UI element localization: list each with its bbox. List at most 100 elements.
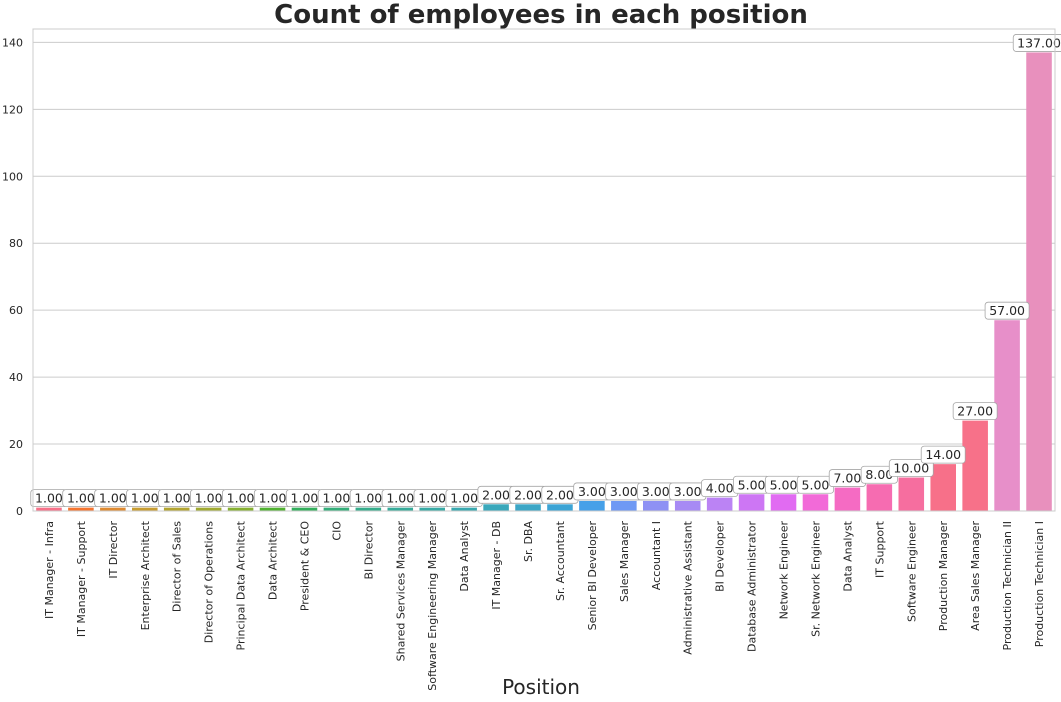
data-labels: 1.00 1.00 1.00 1.00 1.00 1.00 1.00 1.00 1.00 1.00… (30, 34, 1061, 508)
bar (866, 484, 893, 511)
y-tick-label: 100 (2, 170, 23, 183)
x-tick-label: Software Engineering Manager (426, 521, 439, 691)
data-label-text: 14.00 (925, 447, 961, 462)
bar (579, 500, 605, 511)
x-tick-label: Senior BI Developer (586, 521, 599, 631)
x-tick-label: Data Architect (267, 520, 280, 600)
x-tick-label: President & CEO (298, 521, 311, 612)
data-label: 5.00 (796, 475, 835, 494)
data-label-text: 1.00 (418, 491, 446, 506)
x-tick-label: IT Director (107, 521, 120, 579)
data-label: 2.00 (477, 485, 515, 504)
plot-frame (32, 28, 1056, 512)
data-label-text: 1.00 (131, 491, 159, 506)
data-label-text: 27.00 (957, 404, 993, 419)
data-label: 10.00 (888, 459, 934, 477)
x-axis-ticks: IT Manager - Infra IT Manager - Support IT… (43, 520, 1046, 690)
y-tick-label: 140 (2, 36, 23, 49)
x-tick-label: BI Developer (714, 521, 727, 592)
data-label: 14.00 (920, 445, 966, 464)
data-label-text: 1.00 (35, 491, 63, 506)
x-tick-label: Director of Operations (203, 521, 216, 644)
x-tick-label: IT Manager - Support (75, 520, 88, 637)
bar (547, 504, 573, 511)
data-label: 2.00 (541, 485, 579, 504)
x-tick-label: Software Engineer (905, 521, 918, 622)
x-tick-label: Data Analyst (458, 520, 471, 591)
bar (1026, 52, 1052, 512)
x-tick-label: Sr. Network Engineer (809, 521, 822, 637)
bar (68, 507, 94, 511)
data-label-text: 1.00 (195, 491, 223, 506)
bar (962, 420, 988, 511)
y-tick-label: 0 (16, 505, 23, 518)
data-label-text: 1.00 (163, 491, 191, 506)
x-tick-label: Database Administrator (746, 521, 759, 652)
bar (706, 497, 733, 511)
x-tick-label: Sr. DBA (522, 521, 535, 563)
bars (36, 52, 1052, 512)
data-label: 7.00 (828, 469, 867, 487)
data-label: 1.00 (317, 489, 356, 508)
x-tick-label: BI Director (362, 521, 375, 580)
data-label-text: 1.00 (450, 491, 478, 506)
x-tick-label: Director of Sales (171, 521, 184, 612)
x-tick-label: Data Analyst (841, 520, 854, 591)
bar (387, 507, 414, 511)
data-label-text: 1.00 (259, 491, 287, 506)
data-label: 1.00 (190, 489, 228, 508)
bar (323, 507, 350, 511)
x-tick-label: Production Manager (937, 521, 950, 632)
data-label-text: 57.00 (989, 303, 1025, 318)
bar (802, 494, 829, 511)
data-label: 137.00 (1012, 34, 1061, 52)
data-label: 2.00 (509, 485, 547, 504)
data-label-text: 8.00 (865, 467, 893, 482)
data-label: 1.00 (381, 489, 419, 508)
data-label-text: 3.00 (610, 484, 638, 499)
x-tick-label: CIO (330, 521, 343, 541)
bar (227, 507, 254, 511)
data-label: 5.00 (764, 475, 803, 494)
bar (930, 464, 956, 511)
gridlines (33, 41, 1055, 445)
data-label-box (920, 445, 966, 464)
bar (132, 507, 158, 511)
data-label-text: 5.00 (802, 477, 830, 492)
data-label-text: 1.00 (99, 491, 127, 506)
bar (36, 507, 62, 511)
data-label-text: 7.00 (833, 471, 861, 486)
bar (451, 507, 477, 511)
data-label-box (1012, 34, 1061, 52)
chart-title: Count of employees in each position (274, 0, 808, 30)
y-tick-label: 20 (9, 438, 23, 451)
x-tick-label: IT Manager - DB (490, 521, 503, 610)
data-label-box (888, 459, 934, 477)
bar (483, 504, 509, 511)
data-label-text: 1.00 (291, 491, 319, 506)
data-label-text: 2.00 (514, 487, 542, 502)
x-tick-label: IT Manager - Infra (43, 521, 56, 619)
data-label: 1.00 (445, 489, 483, 508)
bar (419, 507, 445, 511)
data-label-text: 5.00 (738, 477, 766, 492)
data-label: 3.00 (605, 482, 643, 501)
data-label-text: 3.00 (642, 484, 670, 499)
x-tick-label: Accountant I (650, 521, 663, 590)
data-label: 27.00 (952, 402, 998, 421)
data-label: 4.00 (701, 479, 739, 498)
bar (834, 487, 861, 511)
data-label: 3.00 (669, 482, 707, 501)
bar (643, 500, 669, 511)
data-label: 3.00 (637, 482, 675, 501)
data-label-text: 5.00 (770, 477, 798, 492)
data-label-text: 1.00 (67, 491, 95, 506)
data-label: 1.00 (221, 489, 260, 508)
data-label: 1.00 (285, 489, 324, 508)
bar (674, 500, 701, 511)
y-tick-label: 60 (9, 304, 23, 317)
y-axis-ticks: 0 20 40 60 80 100 120 140 (2, 36, 23, 518)
bar (611, 500, 637, 511)
data-label-text: 10.00 (893, 461, 929, 476)
data-label-text: 3.00 (578, 484, 606, 499)
